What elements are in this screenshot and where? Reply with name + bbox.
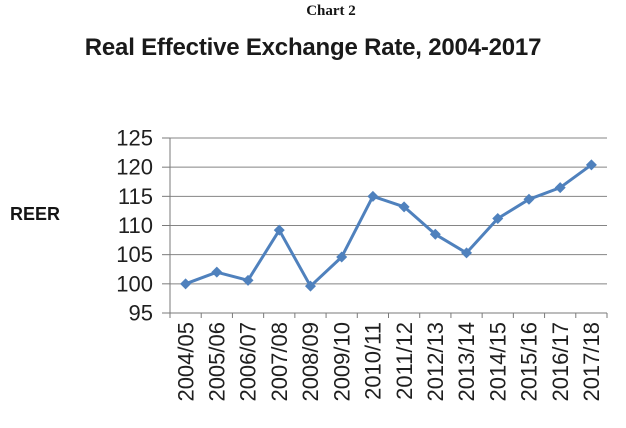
data-point-marker: [304, 280, 316, 292]
x-tick-label: 2010/11: [361, 322, 386, 400]
data-point-marker: [211, 266, 223, 278]
data-point-marker: [336, 251, 348, 263]
x-tick-label: 2007/08: [267, 322, 292, 402]
data-point-marker: [242, 274, 254, 286]
x-tick-label: 2011/12: [392, 322, 417, 400]
data-point-marker: [180, 278, 192, 290]
axes: [162, 137, 608, 318]
data-point-marker: [554, 182, 566, 194]
x-tick-label: 2012/13: [423, 322, 448, 402]
y-tick-label: 95: [129, 300, 153, 325]
x-tick-label: 2013/14: [454, 322, 479, 402]
x-tick-label: 2005/06: [205, 322, 230, 402]
y-tick-label: 120: [116, 155, 153, 180]
series-markers: [180, 159, 597, 292]
x-tick-label: 2008/09: [298, 322, 323, 402]
x-tick-label: 2006/07: [236, 322, 261, 402]
chart-title: Real Effective Exchange Rate, 2004-2017: [84, 34, 542, 61]
y-tick-label: 110: [118, 213, 153, 238]
y-tick-label: 125: [116, 125, 153, 150]
data-point-marker: [429, 228, 441, 240]
data-point-marker: [523, 193, 535, 205]
x-tick-label: 2004/05: [173, 322, 198, 402]
data-point-marker: [585, 159, 597, 171]
chart-caption: Chart 2: [306, 3, 356, 19]
series-line: [184, 163, 593, 288]
x-tick-label: 2015/16: [517, 322, 542, 402]
y-axis-title: REER: [10, 204, 61, 224]
x-tick-label: 2009/10: [329, 322, 354, 402]
x-tick-label: 2017/18: [579, 322, 604, 402]
x-tick-label: 2016/17: [548, 322, 573, 402]
x-tick-label: 2014/15: [485, 322, 510, 402]
data-point-marker: [398, 201, 410, 213]
y-tick-label: 100: [116, 271, 153, 296]
data-point-marker: [273, 224, 285, 236]
gridlines: [170, 137, 607, 314]
y-tick-label: 105: [116, 242, 153, 267]
data-point-marker: [492, 213, 504, 224]
data-point-marker: [367, 190, 379, 202]
line-chart: 95 100 105 110 115 120 125 2004/05 2005/06 2006/0…: [116, 125, 608, 402]
y-tick-label: 115: [118, 184, 153, 209]
x-tick-labels: 2004/05 2005/06 2006/07 2007/08 2008/09 2009/…: [173, 322, 604, 402]
data-point-marker: [461, 247, 473, 259]
y-tick-labels: 95 100 105 110 115 120 125: [116, 125, 153, 325]
